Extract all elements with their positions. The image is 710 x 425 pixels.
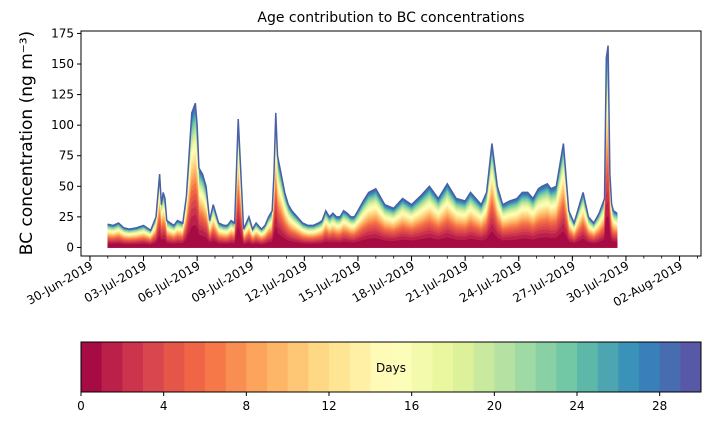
chart-title: Age contribution to BC concentrations xyxy=(257,10,524,26)
colorbar-segment xyxy=(618,342,640,392)
y-axis-label: BC concentration (ng m⁻³) xyxy=(17,31,37,255)
colorbar-segment xyxy=(515,342,537,392)
y-tick-label: 100 xyxy=(51,118,74,132)
colorbar-segment xyxy=(163,342,185,392)
colorbar-segment xyxy=(225,342,247,392)
colorbar-tick-label: 12 xyxy=(321,399,336,413)
age-band-area xyxy=(107,215,618,248)
colorbar-tick-label: 4 xyxy=(160,399,168,413)
colorbar-segment xyxy=(267,342,289,392)
colorbar-segment xyxy=(639,342,661,392)
colorbar-segment xyxy=(391,342,413,392)
colorbar-segment xyxy=(205,342,227,392)
colorbar-segment xyxy=(81,342,103,392)
colorbar-label: Days xyxy=(376,361,406,375)
colorbar-segment xyxy=(680,342,702,392)
y-tick-label: 0 xyxy=(66,240,74,254)
colorbar-segment xyxy=(597,342,619,392)
colorbar-segment xyxy=(101,342,123,392)
colorbar-tick-label: 28 xyxy=(652,399,667,413)
y-tick-label: 75 xyxy=(59,149,74,163)
colorbar-segment xyxy=(184,342,206,392)
axes: 025507510012515017530-Jun-201903-Jul-201… xyxy=(24,26,702,309)
colorbar-segment xyxy=(453,342,475,392)
colorbar-segment xyxy=(535,342,557,392)
colorbar-segment xyxy=(122,342,144,392)
colorbar: 0 4 8 12 16 20 24 28 Days xyxy=(77,341,702,413)
colorbar-segment xyxy=(329,342,351,392)
colorbar-segment xyxy=(494,342,516,392)
plot-area xyxy=(107,45,618,248)
colorbar-segment xyxy=(308,342,330,392)
colorbar-segment xyxy=(473,342,495,392)
y-tick-label: 175 xyxy=(51,26,74,40)
colorbar-tick-label: 16 xyxy=(404,399,419,413)
y-tick-label: 125 xyxy=(51,88,74,102)
colorbar-segment xyxy=(143,342,165,392)
colorbar-segment xyxy=(556,342,578,392)
colorbar-segment xyxy=(246,342,268,392)
y-tick-label: 150 xyxy=(51,57,74,71)
colorbar-segment xyxy=(370,342,392,392)
colorbar-frame xyxy=(80,341,702,393)
colorbar-segment xyxy=(659,342,681,392)
y-tick-label: 50 xyxy=(59,179,74,193)
colorbar-segment xyxy=(577,342,599,392)
colorbar-segment xyxy=(411,342,433,392)
y-tick-label: 25 xyxy=(59,210,74,224)
colorbar-segment xyxy=(287,342,309,392)
colorbar-tick-label: 24 xyxy=(569,399,584,413)
total-series-line xyxy=(107,45,618,232)
colorbar-tick-label: 20 xyxy=(487,399,502,413)
colorbar-tick-label: 8 xyxy=(243,399,251,413)
plot-frame xyxy=(80,30,702,257)
colorbar-segment xyxy=(432,342,454,392)
colorbar-tick-label: 0 xyxy=(77,399,85,413)
colorbar-segment xyxy=(349,342,371,392)
